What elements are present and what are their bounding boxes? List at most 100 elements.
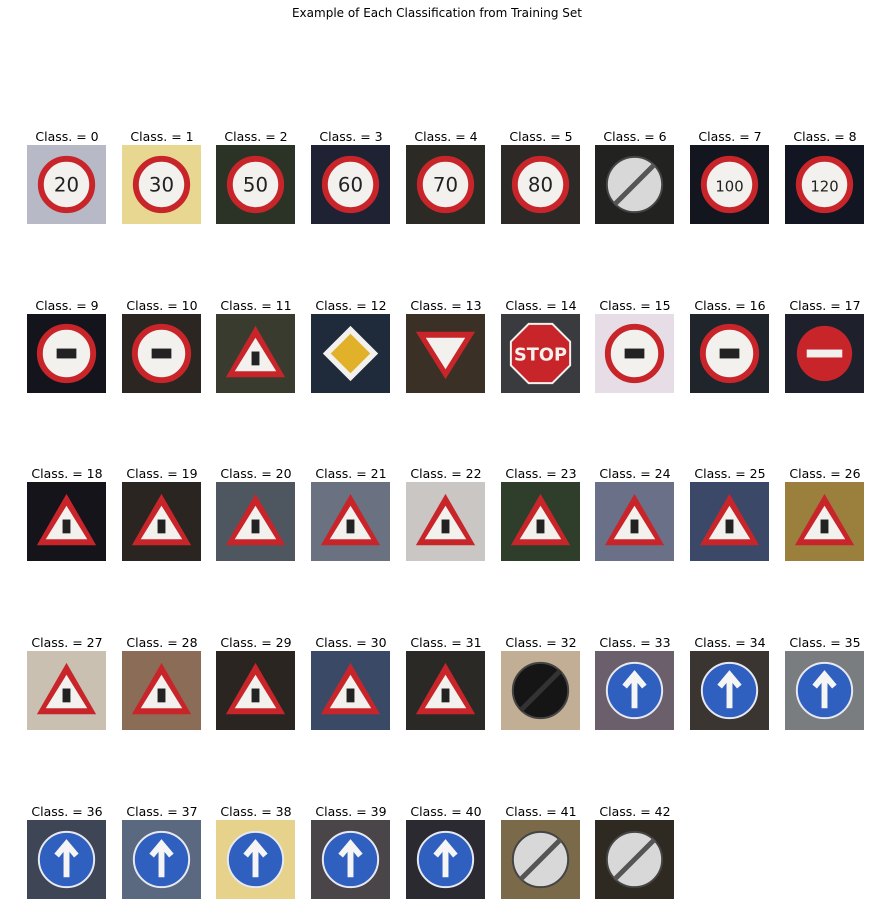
triangle-curve-right-icon (216, 482, 295, 561)
triangle-road-work-icon (690, 482, 769, 561)
panel-caption: Class. = 8 (793, 129, 857, 144)
panel-caption: Class. = 13 (410, 298, 482, 313)
triangle-traffic-signals-icon (785, 482, 864, 561)
circle-speed-120-icon: 120 (785, 145, 864, 224)
circle-straight-or-right-icon (27, 820, 106, 899)
circle-end-speed-icon (595, 145, 674, 224)
panel-caption: Class. = 35 (789, 635, 861, 650)
sign-thumbnail (216, 482, 295, 561)
circle-end-limits-icon (501, 651, 580, 730)
panel-caption: Class. = 26 (789, 466, 861, 481)
sign-thumbnail (122, 820, 201, 899)
panel-caption: Class. = 10 (126, 298, 198, 313)
sign-thumbnail: 20 (27, 145, 106, 224)
panel-caption: Class. = 7 (698, 129, 762, 144)
sign-thumbnail (595, 820, 674, 899)
panel-caption: Class. = 28 (126, 635, 198, 650)
panel-caption: Class. = 33 (599, 635, 671, 650)
panel-caption: Class. = 19 (126, 466, 198, 481)
circle-speed-70-icon: 70 (406, 145, 485, 224)
sign-thumbnail (501, 820, 580, 899)
svg-text:120: 120 (810, 178, 838, 195)
circle-no-entry-icon (785, 314, 864, 393)
panel-caption: Class. = 37 (126, 804, 198, 819)
sign-thumbnail (595, 145, 674, 224)
panel-caption: Class. = 23 (505, 466, 577, 481)
circle-no-trucks-icon (690, 314, 769, 393)
sign-thumbnail (122, 651, 201, 730)
triangle-curve-left-icon (122, 482, 201, 561)
panel-caption: Class. = 12 (315, 298, 387, 313)
triangle-slippery-road-icon (501, 482, 580, 561)
sign-thumbnail (595, 482, 674, 561)
sign-thumbnail (311, 820, 390, 899)
panel-caption: Class. = 0 (35, 129, 99, 144)
triangle-caution-icon (27, 482, 106, 561)
sign-thumbnail: 60 (311, 145, 390, 224)
panel-caption: Class. = 42 (599, 804, 671, 819)
circle-keep-left-icon (311, 820, 390, 899)
triangle-pedestrians-icon (27, 651, 106, 730)
svg-text:60: 60 (338, 173, 363, 196)
triangle-yield-icon (406, 314, 485, 393)
circle-no-passing-icon (27, 314, 106, 393)
panel-caption: Class. = 41 (505, 804, 577, 819)
sign-thumbnail: 30 (122, 145, 201, 224)
triangle-road-narrows-icon (595, 482, 674, 561)
panel-caption: Class. = 39 (315, 804, 387, 819)
sign-thumbnail: 80 (501, 145, 580, 224)
panel-caption: Class. = 21 (315, 466, 387, 481)
triangle-bumpy-road-icon (406, 482, 485, 561)
sign-thumbnail: 120 (785, 145, 864, 224)
svg-text:STOP: STOP (514, 345, 567, 365)
panel-caption: Class. = 11 (220, 298, 292, 313)
panel-caption: Class. = 29 (220, 635, 292, 650)
sign-thumbnail (27, 314, 106, 393)
sign-thumbnail (216, 820, 295, 899)
circle-speed-60-icon: 60 (311, 145, 390, 224)
svg-text:80: 80 (528, 173, 553, 196)
panel-caption: Class. = 18 (31, 466, 103, 481)
circle-speed-50-icon: 50 (216, 145, 295, 224)
panel-caption: Class. = 38 (220, 804, 292, 819)
panel-caption: Class. = 2 (224, 129, 288, 144)
sign-thumbnail (785, 314, 864, 393)
sign-thumbnail: 70 (406, 145, 485, 224)
sign-thumbnail (311, 314, 390, 393)
sign-thumbnail (122, 482, 201, 561)
sign-thumbnail: STOP (501, 314, 580, 393)
sign-thumbnail (690, 651, 769, 730)
sign-thumbnail (595, 651, 674, 730)
sign-thumbnail (785, 482, 864, 561)
sign-thumbnail (785, 651, 864, 730)
panel-caption: Class. = 5 (509, 129, 573, 144)
svg-text:20: 20 (54, 173, 79, 196)
panel-caption: Class. = 25 (694, 466, 766, 481)
panel-caption: Class. = 40 (410, 804, 482, 819)
svg-text:50: 50 (243, 173, 268, 196)
sign-thumbnail (690, 482, 769, 561)
sign-thumbnail (690, 314, 769, 393)
panel-caption: Class. = 32 (505, 635, 577, 650)
triangle-double-curve-icon (311, 482, 390, 561)
panel-caption: Class. = 6 (603, 129, 667, 144)
circle-no-passing-trucks-icon (122, 314, 201, 393)
panel-caption: Class. = 16 (694, 298, 766, 313)
sign-thumbnail (406, 482, 485, 561)
panel-caption: Class. = 15 (599, 298, 671, 313)
circle-speed-100-icon: 100 (690, 145, 769, 224)
triangle-right-of-way-icon (216, 314, 295, 393)
diamond-priority-road-icon (311, 314, 390, 393)
sign-thumbnail (501, 482, 580, 561)
triangle-ice-snow-icon (311, 651, 390, 730)
sign-thumbnail (406, 820, 485, 899)
circle-keep-right-icon (216, 820, 295, 899)
figure-title: Example of Each Classification from Trai… (291, 6, 583, 20)
octagon-stop-icon: STOP (501, 314, 580, 393)
circle-end-no-passing-trucks-icon (595, 820, 674, 899)
sign-thumbnail (406, 314, 485, 393)
panel-caption: Class. = 4 (414, 129, 478, 144)
sign-thumbnail (122, 314, 201, 393)
circle-no-vehicles-icon (595, 314, 674, 393)
